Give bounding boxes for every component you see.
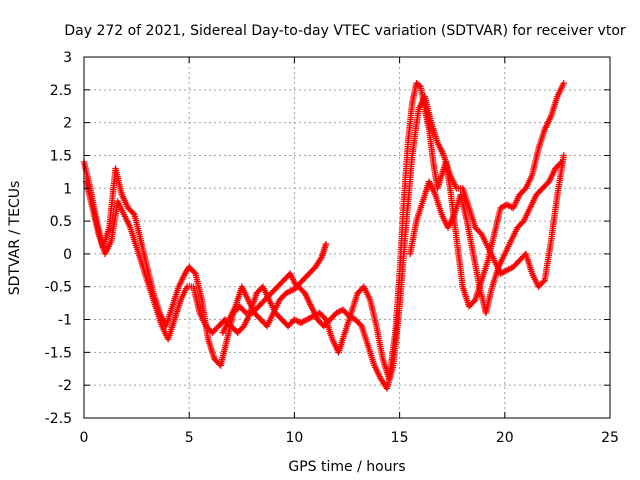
data-point xyxy=(357,321,364,328)
y-tick-label: 0 xyxy=(63,247,72,263)
chart-title: Day 272 of 2021, Sidereal Day-to-day VTE… xyxy=(64,23,626,39)
x-tick-label: 5 xyxy=(185,430,194,446)
data-point xyxy=(470,297,478,305)
x-tick-label: 20 xyxy=(496,430,514,446)
x-tick-label: 25 xyxy=(601,430,619,446)
y-tick-label: -1 xyxy=(58,313,72,329)
data-point xyxy=(558,158,565,166)
y-tick-label: -2 xyxy=(58,378,72,394)
plot-frame xyxy=(83,56,611,419)
y-axis-label: SDTVAR / TECUs xyxy=(7,181,23,296)
y-tick-label: -0.5 xyxy=(45,280,72,296)
data-point xyxy=(560,152,567,159)
data-point xyxy=(557,160,564,167)
data-point xyxy=(560,80,567,87)
data-point xyxy=(191,269,198,276)
x-axis-label: GPS time / hours xyxy=(288,459,405,475)
grid-lines xyxy=(84,57,610,418)
y-tick-label: 2.5 xyxy=(50,83,72,99)
data-point xyxy=(540,278,547,285)
x-tick-label: 15 xyxy=(391,430,409,446)
y-tick-label: 0.5 xyxy=(50,214,72,230)
y-tick-label: 3 xyxy=(63,50,72,66)
y-tick-label: -1.5 xyxy=(45,345,72,361)
axis-ticks xyxy=(83,56,611,419)
data-point xyxy=(321,315,328,322)
data-point xyxy=(322,240,330,248)
y-tick-label: -2.5 xyxy=(45,411,72,427)
data-points xyxy=(80,80,567,392)
x-tick-label: 10 xyxy=(285,430,303,446)
y-tick-label: 1 xyxy=(63,181,72,197)
series-track-4 xyxy=(406,158,565,317)
data-point xyxy=(241,308,248,315)
data-point xyxy=(130,210,137,217)
x-tick-label: 0 xyxy=(80,430,89,446)
y-tick-label: 2 xyxy=(63,116,72,132)
y-tick-label: 1.5 xyxy=(50,148,72,164)
tick-labels: 0 5 10 15 20 25 -2.5 -2 -1.5 -1 -0.5 0 0.5 1 1.5 2 2.5 3 xyxy=(45,50,619,446)
